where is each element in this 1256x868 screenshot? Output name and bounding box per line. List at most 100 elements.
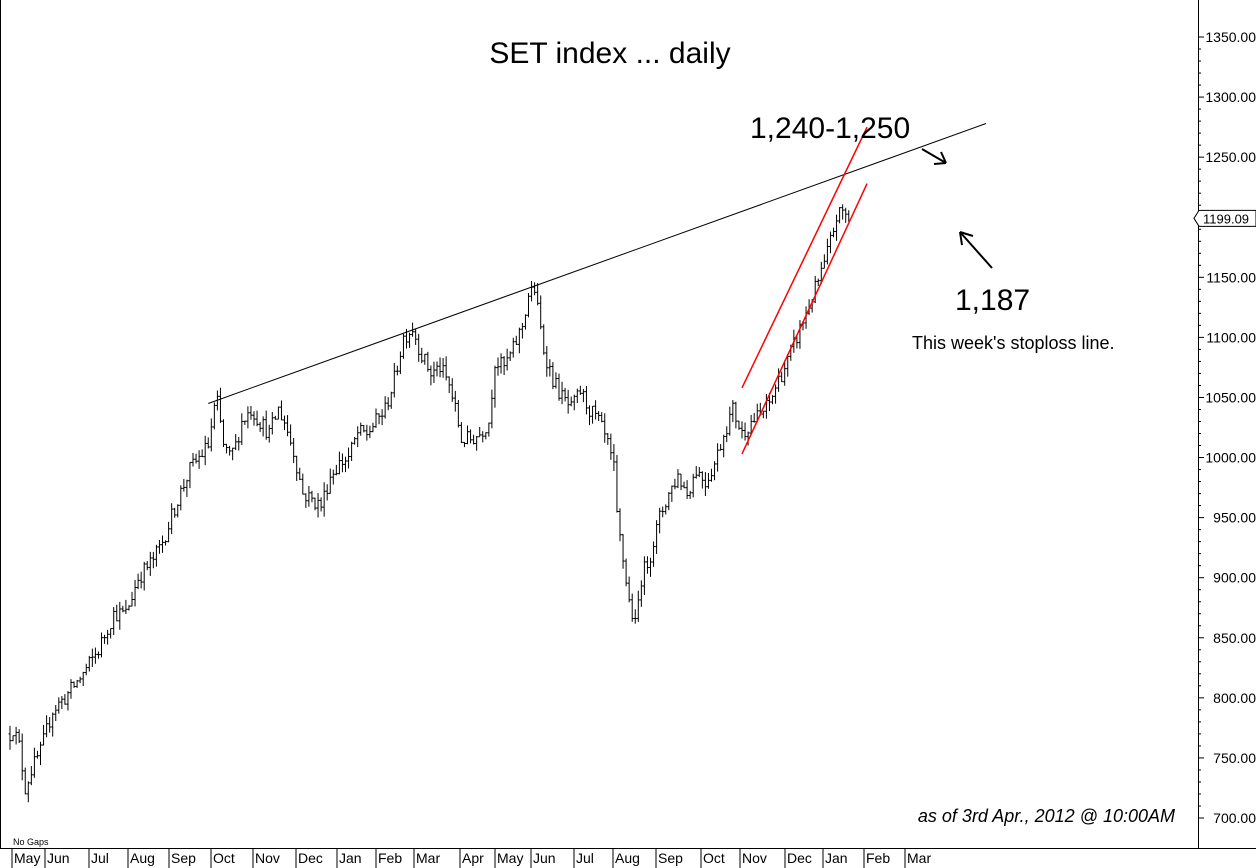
ohlc-bar: [487, 422, 491, 437]
resistance-trendline: [208, 123, 987, 404]
ohlc-bar: [722, 434, 726, 458]
ohlc-bar: [499, 353, 503, 374]
ohlc-bar: [484, 432, 488, 440]
ohlc-bar: [203, 435, 207, 466]
ohlc-bar: [633, 609, 637, 624]
y-tick-label: 1000.00: [1205, 450, 1256, 466]
ohlc-bar: [423, 353, 427, 365]
ohlc-bar: [520, 322, 524, 339]
channel-lower-line: [741, 183, 868, 455]
ohlc-bar: [636, 590, 640, 622]
x-month-label: May: [497, 850, 523, 866]
ohlc-bar: [124, 599, 128, 615]
ohlc-bar: [11, 735, 15, 742]
ohlc-bar: [23, 767, 27, 795]
ohlc-bar: [645, 556, 649, 574]
x-month-label: Nov: [742, 850, 767, 866]
ohlc-bar: [261, 416, 265, 437]
ohlc-bar: [771, 395, 774, 405]
chart-title: SET index ... daily: [489, 37, 730, 70]
ohlc-bar: [786, 353, 790, 377]
ohlc-bar: [588, 405, 591, 426]
y-tick-label: 1150.00: [1206, 269, 1256, 285]
ohlc-bar: [164, 540, 168, 546]
plot-frame: [0, 0, 1256, 849]
ohlc-bar: [624, 558, 628, 587]
ohlc-bar: [51, 712, 55, 737]
ohlc-bar: [813, 275, 817, 304]
ohlc-bar: [841, 204, 845, 220]
ohlc-bar: [716, 443, 720, 472]
ohlc-bar: [57, 697, 61, 714]
x-month-label: Aug: [615, 850, 640, 866]
ohlc-bar: [783, 360, 787, 386]
ohlc-bar: [81, 671, 85, 686]
ohlc-bar: [581, 388, 585, 403]
ohlc-bar: [237, 437, 241, 451]
ohlc-bar: [20, 733, 24, 781]
ohlc-bar: [14, 726, 18, 745]
ohlc-bar: [398, 351, 402, 375]
ohlc-bar: [142, 561, 146, 591]
ohlc-bar: [649, 557, 652, 577]
ohlc-bar: [603, 413, 607, 443]
ohlc-bar: [212, 402, 216, 430]
ohlc-bar: [188, 461, 192, 489]
channel-upper-line: [741, 126, 868, 389]
ohlc-bar: [700, 471, 704, 489]
ohlc-bar: [225, 443, 229, 454]
ohlc-bar: [548, 359, 552, 377]
ohlc-bar: [828, 231, 832, 254]
ohlc-bar: [627, 576, 631, 603]
x-month-label: Dec: [787, 850, 812, 866]
ohlc-bar: [502, 356, 506, 376]
ohlc-bar: [594, 400, 598, 420]
ohlc-bar: [255, 410, 259, 427]
ohlc-bar: [432, 361, 436, 383]
ohlc-bar: [109, 628, 113, 639]
ohlc-bar: [591, 405, 595, 424]
ohlc-bar: [475, 436, 479, 451]
ohlc-bar: [478, 427, 482, 438]
ohlc-bar: [39, 741, 42, 766]
x-axis: May Jun Jul Aug Sep Oct Nov Dec Jan Feb Mar Apr May J…: [11, 848, 931, 868]
ohlc-bar: [557, 373, 561, 401]
ohlc-bar: [100, 632, 103, 658]
ohlc-bar: [694, 466, 698, 479]
ohlc-bar: [249, 405, 253, 420]
target-label: 1,240-1,250: [750, 112, 910, 145]
ohlc-bar: [340, 453, 344, 473]
y-tick-label: 1300.00: [1205, 89, 1256, 105]
ohlc-bar: [435, 361, 439, 377]
ohlc-bar: [691, 473, 695, 498]
ohlc-bar: [682, 481, 686, 489]
annotations: 1,240-1,250 1,187 This week's stoploss l…: [13, 112, 1175, 847]
ohlc-bar: [151, 551, 155, 569]
ohlc-bar: [337, 451, 341, 475]
ohlc-bar: [688, 490, 692, 499]
ohlc-bar: [490, 389, 494, 429]
ohlc-bar: [356, 426, 360, 448]
ohlc-bar: [652, 541, 656, 567]
ohlc-bar: [295, 455, 299, 482]
ohlc-bar: [777, 368, 781, 392]
x-month-label: Oct: [703, 850, 725, 866]
ohlc-bar: [780, 371, 784, 383]
x-month-label: Apr: [462, 850, 484, 866]
ohlc-bar: [713, 461, 717, 481]
ohlc-bar: [679, 473, 683, 491]
ohlc-bar: [32, 747, 36, 778]
ohlc-bar: [761, 410, 765, 419]
ohlc-bar: [496, 357, 500, 376]
ohlc-bar: [374, 408, 378, 428]
ohlc-bar: [127, 605, 131, 611]
ohlc-bar: [703, 472, 707, 497]
ohlc-bar: [417, 333, 421, 362]
ohlc-bar: [270, 411, 274, 435]
x-month-label: May: [14, 850, 40, 866]
ohlc-bar: [279, 400, 283, 421]
ohlc-bar: [66, 691, 70, 711]
ohlc-bar: [441, 357, 445, 378]
ohlc-bar: [725, 426, 729, 443]
x-month-label: Feb: [866, 850, 890, 866]
